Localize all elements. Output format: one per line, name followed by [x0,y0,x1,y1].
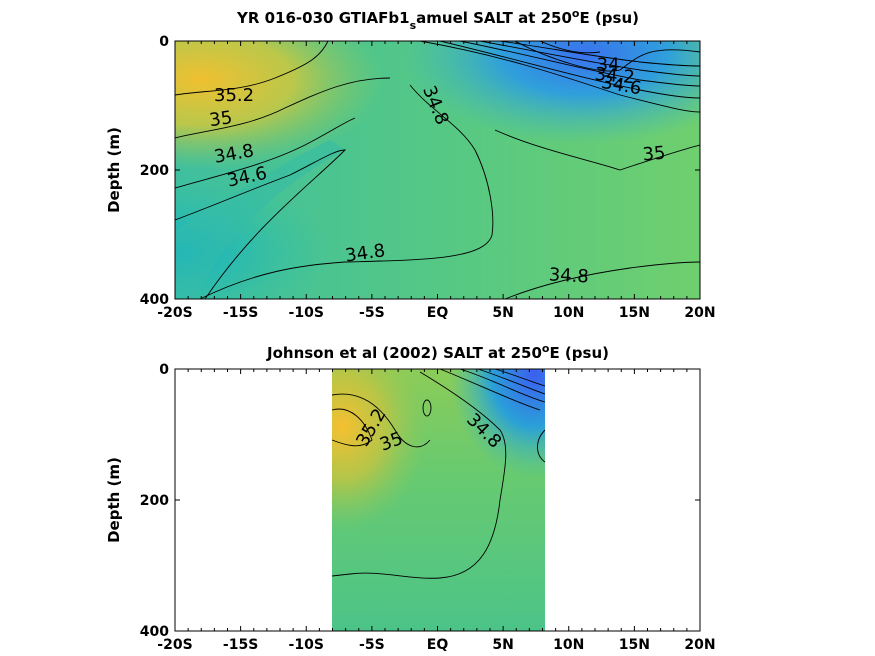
x-tick-label: 10N [553,305,584,321]
contour-33-8 [514,41,700,72]
x-tick-label: -20S [157,637,192,653]
contour-label: 35.2 [214,85,254,106]
contour-34-8-interior [199,84,494,299]
contour-label: 34.2 [594,64,636,88]
panel-observation: Johnson et al (2002) SALT at 250oE (psu)… [105,342,716,653]
panel1-ylabel: Depth (m) [105,127,123,213]
panel1-title-main: YR 016-030 GTIAFb1 [236,9,410,27]
panel2-field-cool [332,369,545,631]
panel1-fresh-tongue [175,140,345,299]
panel2-title: Johnson et al (2002) SALT at 250oE (psu) [266,342,609,362]
x-tick-label: 15N [619,305,650,321]
contour-34-2 [479,41,700,77]
y-tick-label: 400 [140,624,169,640]
contour-33-6 [539,41,601,54]
contour-34-8-deep [504,261,700,299]
contour-34-8-south [175,117,356,189]
contour-34-8-north [419,41,700,113]
x-tick-label: 20N [684,305,715,321]
panel-model: YR 016-030 GTIAFb1samuel SALT at 250oE (… [105,7,716,321]
panel1-title-tail: E (psu) [579,9,639,27]
panel2-xaxis: -20S -15S -10S -5S EQ 5N 10N 15N 20N [157,369,716,653]
contour-edge [537,429,546,463]
panel2-contours [331,368,546,579]
x-tick-label: -5S [359,637,385,653]
x-tick-label: -20S [157,305,192,321]
y-tick-label: 200 [140,163,169,179]
panel1-contours [175,41,700,299]
contour-35 [331,393,431,448]
y-tick-label: 400 [140,292,169,308]
x-tick-label: 15N [619,637,650,653]
panel2-field [331,368,546,631]
contour-eddy [422,399,432,417]
contour-35 [175,77,391,139]
contour-34-6 [175,149,347,299]
contour-label: 35 [642,143,667,166]
contour-35-2 [175,41,329,96]
contour-34-6 [439,368,541,411]
panel2-title-tail: E (psu) [549,344,609,362]
contour-34-6-north [439,41,700,99]
x-tick-label: EQ [427,637,449,653]
contour-34-4 [459,41,700,87]
panel1-title: YR 016-030 GTIAFb1samuel SALT at 250oE (… [236,7,639,32]
x-tick-label: EQ [427,305,449,321]
x-tick-label: -15S [223,305,258,321]
x-tick-label: 5N [492,305,513,321]
panel2-ylabel: Depth (m) [105,457,123,543]
panel2-title-sup: o [542,342,550,355]
panel2-yaxis: 0 200 400 [140,362,700,640]
y-tick-label: 0 [159,34,169,50]
contour-label: 34.8 [548,264,589,287]
contour-35-north [494,129,700,171]
contour-label: 34 [597,55,620,76]
x-tick-label: -15S [223,637,258,653]
panel1-field [175,41,700,299]
x-tick-label: -10S [289,305,324,321]
y-tick-label: 0 [159,362,169,378]
x-tick-label: 5N [492,637,513,653]
panel1-title-sub: s [410,19,417,32]
x-tick-label: 10N [553,637,584,653]
panel1-title-rest: amuel SALT at 250 [416,9,572,27]
panel1-title-sup: o [572,7,580,20]
contour-34-4 [459,368,546,403]
panel1-xaxis: -20S -15S -10S -5S EQ 5N 10N 15N 20N [157,41,716,321]
contour-34-8 [331,371,507,579]
x-tick-label: -10S [289,637,324,653]
x-tick-label: 20N [684,637,715,653]
panel1-yaxis: 0 200 400 [140,34,700,308]
contour-label: 35 [208,107,234,131]
panel2-title-main: Johnson et al (2002) SALT at 250 [266,344,542,362]
contour-34 [499,41,700,67]
contour-35-2 [331,408,373,447]
x-tick-label: -5S [359,305,385,321]
y-tick-label: 200 [140,493,169,509]
contour-34-2 [477,368,546,395]
contour-34 [494,368,546,387]
